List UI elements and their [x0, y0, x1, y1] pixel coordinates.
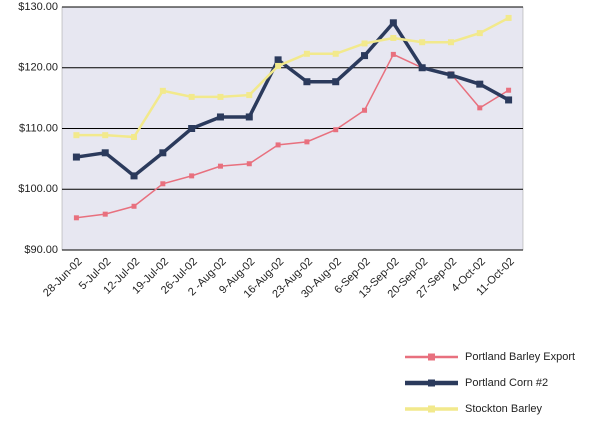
data-point [390, 34, 397, 41]
data-point [73, 132, 80, 139]
data-point [274, 56, 282, 64]
data-point [101, 149, 109, 157]
y-tick-label: $100.00 [18, 183, 58, 195]
legend-marker [428, 353, 435, 361]
y-tick-label: $90.00 [24, 244, 58, 256]
data-point [477, 105, 483, 111]
data-point [419, 39, 426, 46]
data-point [216, 113, 224, 121]
data-point [130, 172, 138, 180]
data-point [102, 132, 109, 139]
series-line [76, 19, 510, 179]
data-point [246, 161, 252, 167]
data-point [131, 134, 138, 141]
data-point [418, 64, 426, 72]
series-line [76, 16, 510, 139]
data-point [332, 78, 340, 86]
data-point [447, 39, 454, 46]
data-point [245, 113, 253, 121]
y-tick-label: $130.00 [18, 1, 58, 13]
data-point [505, 96, 513, 104]
data-point [303, 50, 310, 57]
data-point [189, 173, 195, 179]
data-point [506, 87, 512, 93]
data-point [72, 153, 80, 161]
data-point [304, 139, 310, 145]
data-point [303, 78, 311, 86]
data-point [275, 142, 281, 148]
data-point [389, 19, 397, 27]
data-point [102, 211, 108, 217]
data-point [159, 87, 166, 94]
data-point [73, 215, 79, 221]
data-point [188, 93, 195, 100]
data-point [361, 40, 368, 47]
x-tick-label: 28-Jun-02 [41, 256, 85, 300]
data-point [447, 71, 455, 79]
data-point [160, 181, 166, 187]
data-point [361, 52, 369, 60]
data-point [131, 203, 137, 209]
y-tick-label: $120.00 [18, 62, 58, 74]
data-point [217, 163, 223, 169]
data-point [188, 125, 196, 132]
data-point [217, 93, 224, 100]
data-point [505, 14, 512, 21]
legend-label: Stockton Barley [465, 403, 543, 415]
data-point [476, 80, 484, 88]
data-point [362, 107, 368, 113]
data-point [275, 62, 282, 69]
legend-label: Portland Barley Export [465, 351, 575, 363]
data-point [159, 149, 167, 157]
y-tick-label: $110.00 [19, 122, 58, 134]
data-point [390, 51, 396, 57]
legend-marker [428, 405, 435, 413]
data-point [246, 92, 253, 99]
legend-marker [428, 379, 435, 387]
legend-label: Portland Corn #2 [465, 377, 548, 389]
data-point [476, 30, 483, 37]
data-point [332, 50, 339, 57]
data-point [333, 127, 339, 133]
